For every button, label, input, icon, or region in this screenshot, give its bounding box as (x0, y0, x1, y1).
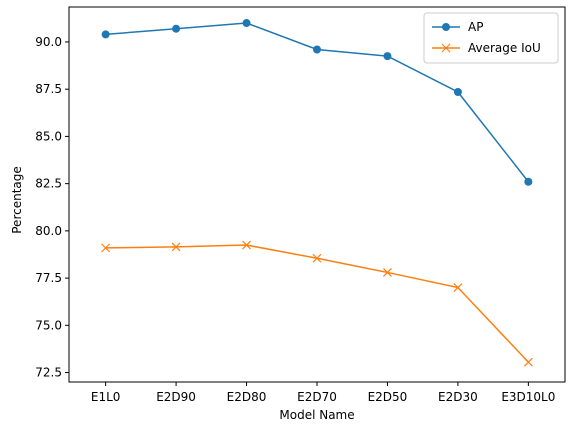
x-tick-label: E2D30 (438, 390, 478, 404)
data-point-average-iou (101, 243, 111, 253)
legend-marker-average-iou (441, 43, 451, 53)
y-tick-label: 75.0 (35, 318, 62, 332)
data-point-average-iou (171, 242, 181, 252)
legend-label-average-iou: Average IoU (468, 41, 541, 55)
x-tick-label: E1L0 (91, 390, 121, 404)
x-tick-label: E2D90 (156, 390, 196, 404)
data-point-ap (101, 30, 110, 39)
y-tick-label: 85.0 (35, 129, 62, 143)
data-point-ap (453, 88, 462, 97)
y-tick-label: 77.5 (35, 271, 62, 285)
y-axis-ticks: 72.5 75.0 77.5 80.0 82.5 85.0 87.5 90.0 (35, 35, 69, 380)
x-axis-ticks: E1L0 E2D90 E2D80 E2D70 E2D50 E2D30 E3D10L0 (91, 382, 555, 404)
data-point-average-iou (383, 268, 392, 277)
data-point-average-iou (523, 357, 533, 367)
series-line-average-iou (105, 244, 529, 363)
y-tick-label: 72.5 (35, 366, 62, 380)
data-point-average-iou (242, 240, 251, 250)
data-point-ap (313, 45, 321, 54)
x-tick-label: E2D50 (368, 390, 408, 404)
data-point-ap (242, 19, 251, 28)
data-point-average-iou (312, 253, 322, 263)
data-point-ap (524, 177, 533, 186)
x-axis-label: Model Name (279, 408, 354, 422)
y-tick-label: 87.5 (35, 82, 62, 96)
x-tick-label: E2D70 (297, 390, 337, 404)
y-axis-label: Percentage (10, 166, 24, 234)
y-tick-label: 82.5 (35, 177, 62, 191)
legend-marker-ap (442, 23, 450, 31)
x-tick-label: E3D10L0 (501, 390, 555, 404)
series-layer (101, 19, 533, 367)
x-tick-label: E2D80 (227, 390, 267, 404)
legend: AP Average IoU (423, 12, 559, 64)
legend-label-ap: AP (468, 20, 483, 34)
y-tick-label: 90.0 (35, 35, 62, 49)
data-point-ap (383, 52, 392, 61)
data-point-average-iou (453, 283, 463, 292)
data-point-ap (172, 24, 181, 33)
legend-box (423, 12, 559, 64)
y-tick-label: 80.0 (35, 224, 62, 238)
